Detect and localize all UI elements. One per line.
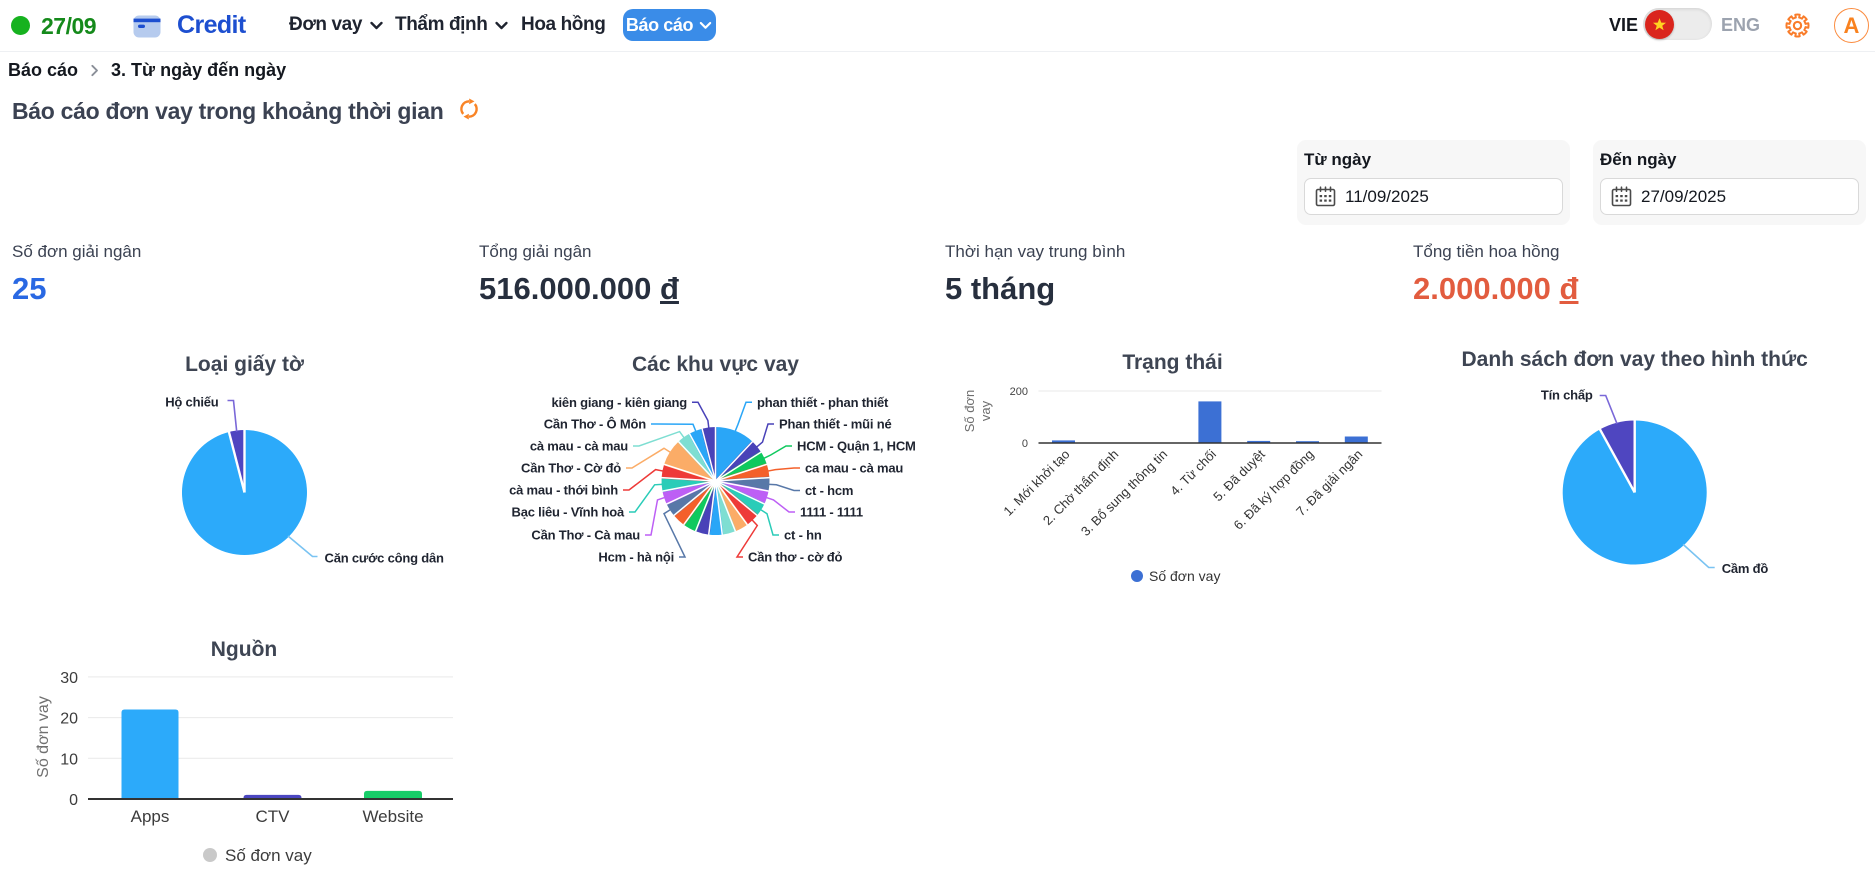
- svg-text:Cầm đồ: Cầm đồ: [1722, 561, 1769, 576]
- svg-text:Loại giấy tờ: Loại giấy tờ: [185, 353, 304, 376]
- svg-text:phan thiết - phan thiết: phan thiết - phan thiết: [757, 395, 889, 410]
- svg-text:CTV: CTV: [256, 807, 291, 826]
- svg-text:Nguồn: Nguồn: [211, 638, 277, 661]
- svg-text:4. Từ chối: 4. Từ chối: [1167, 446, 1219, 498]
- svg-text:20: 20: [60, 711, 78, 728]
- svg-text:Trạng thái: Trạng thái: [1122, 351, 1222, 374]
- svg-text:Apps: Apps: [131, 807, 170, 826]
- svg-text:ca mau - cà mau: ca mau - cà mau: [805, 461, 903, 476]
- svg-text:Bạc liêu - Vĩnh hoà: Bạc liêu - Vĩnh hoà: [512, 505, 625, 520]
- svg-text:Hộ chiếu: Hộ chiếu: [165, 395, 219, 410]
- svg-text:10: 10: [60, 751, 78, 768]
- svg-text:Danh sách đơn vay theo hình th: Danh sách đơn vay theo hình thức: [1462, 348, 1809, 371]
- svg-text:Số đơn vay: Số đơn vay: [225, 846, 312, 865]
- svg-text:Tín chấp: Tín chấp: [1541, 388, 1593, 403]
- svg-text:Hcm - hà nội: Hcm - hà nội: [598, 550, 674, 565]
- svg-text:Cần Thơ - Cờ đỏ: Cần Thơ - Cờ đỏ: [521, 461, 621, 476]
- svg-text:3. Bổ sung thông tin: 3. Bổ sung thông tin: [1077, 447, 1169, 539]
- svg-text:Website: Website: [362, 807, 423, 826]
- svg-text:vay: vay: [978, 400, 993, 421]
- svg-text:ct - hn: ct - hn: [784, 528, 822, 543]
- svg-text:Số đơn: Số đơn: [962, 390, 977, 433]
- svg-text:Phan thiết - mũi né: Phan thiết - mũi né: [779, 417, 891, 432]
- svg-text:Số đơn vay: Số đơn vay: [1149, 568, 1220, 584]
- svg-text:0: 0: [1021, 438, 1027, 450]
- svg-text:cà mau - cà mau: cà mau - cà mau: [530, 439, 628, 454]
- svg-text:0: 0: [69, 792, 78, 809]
- svg-text:cà mau - thới bình: cà mau - thới bình: [509, 483, 618, 498]
- svg-text:Cần Thơ - Ô Môn: Cần Thơ - Ô Môn: [544, 417, 647, 432]
- svg-text:Cần Thơ - Cà mau: Cần Thơ - Cà mau: [531, 528, 640, 543]
- svg-text:HCM - Quận 1, HCM: HCM - Quận 1, HCM: [797, 439, 916, 454]
- svg-text:Số đơn vay: Số đơn vay: [35, 696, 52, 778]
- svg-text:200: 200: [1009, 386, 1027, 398]
- svg-text:ct - hcm: ct - hcm: [805, 483, 853, 498]
- svg-text:Cần thơ - cờ đỏ: Cần thơ - cờ đỏ: [748, 550, 842, 565]
- svg-text:kiên giang - kiên giang: kiên giang - kiên giang: [551, 395, 687, 410]
- svg-text:Các khu vực vay: Các khu vực vay: [632, 353, 799, 376]
- svg-text:30: 30: [60, 670, 78, 687]
- svg-text:1111 - 1111: 1111 - 1111: [800, 505, 863, 520]
- svg-text:Căn cước công dân: Căn cước công dân: [325, 551, 445, 566]
